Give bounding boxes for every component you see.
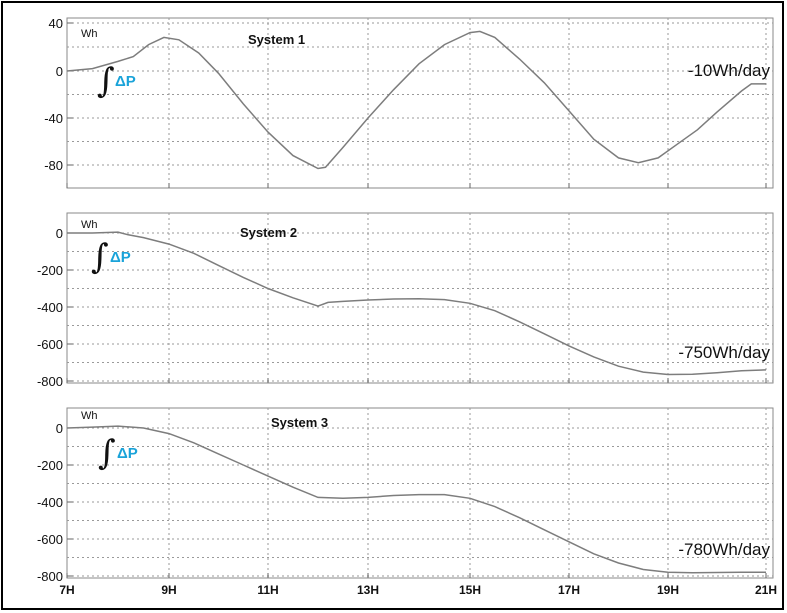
chart-panel-1: 40 0 -40 -80 Wh System 1 ∫ ΔP -10Wh/day <box>44 16 774 189</box>
delta-p-label: ΔP <box>110 249 131 266</box>
x-tick-label: 11H <box>257 583 278 597</box>
delta-p-label: ΔP <box>117 445 138 462</box>
y-tick-label: -800 <box>37 569 63 584</box>
y-tick-label: -200 <box>37 263 63 278</box>
y-tick-label: -600 <box>37 337 63 352</box>
series-line <box>67 231 767 376</box>
daily-energy-annotation: -780Wh/day <box>678 540 770 559</box>
daily-energy-annotation: -10Wh/day <box>688 61 771 80</box>
y-tick-label: -800 <box>37 374 63 389</box>
plot-area <box>66 17 774 189</box>
unit-label: Wh <box>81 219 98 231</box>
daily-energy-annotation: -750Wh/day <box>678 343 770 362</box>
series-line <box>66 30 766 170</box>
chart-panel-2: 0 -200 -400 -600 -800 Wh System 2 ∫ ΔP -750Wh/day <box>37 212 774 389</box>
x-tick-label: 19H <box>657 583 679 597</box>
y-tick-label: 0 <box>56 226 63 241</box>
x-tick-label: 17H <box>558 583 580 597</box>
x-tick-label: 9H <box>161 583 176 597</box>
y-tick-label: -200 <box>37 458 63 473</box>
x-tick-label: 15H <box>459 583 481 597</box>
x-tick-label: 13H <box>357 583 379 597</box>
unit-label: Wh <box>81 28 98 40</box>
y-tick-label: -400 <box>37 495 63 510</box>
chart-title: System 3 <box>271 415 328 430</box>
y-tick-label: 0 <box>56 421 63 436</box>
chart-title: System 2 <box>240 225 297 240</box>
series-line <box>66 425 766 574</box>
plot-area <box>66 407 774 579</box>
chart-title: System 1 <box>248 32 305 47</box>
y-tick-label: 0 <box>56 64 63 79</box>
integral-sign: ∫ <box>91 237 109 277</box>
integral-sign: ∫ <box>97 61 115 101</box>
y-tick-label: -400 <box>37 300 63 315</box>
y-tick-label: 40 <box>49 16 63 31</box>
y-tick-label: -600 <box>37 532 63 547</box>
y-tick-label: -40 <box>44 111 63 126</box>
unit-label: Wh <box>81 410 98 422</box>
integral-sign: ∫ <box>98 433 116 473</box>
delta-p-label: ΔP <box>115 73 136 90</box>
y-tick-label: -80 <box>44 158 63 173</box>
x-tick-label: 7H <box>59 583 74 597</box>
x-tick-label: 21H <box>755 583 777 597</box>
plot-area <box>66 212 774 384</box>
